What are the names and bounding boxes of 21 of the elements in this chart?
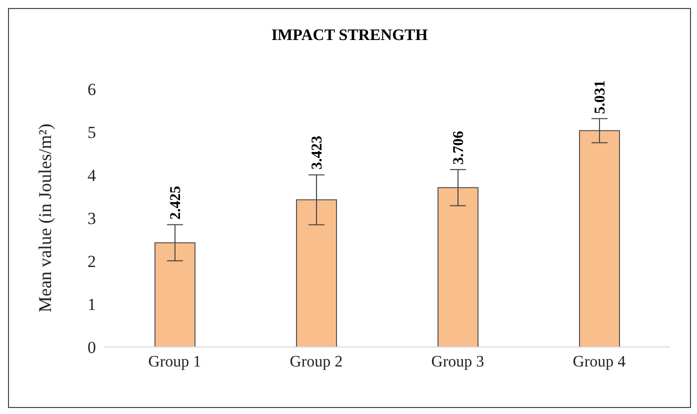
y-tick-label: 4 (88, 166, 96, 186)
bar (296, 199, 337, 347)
x-tick-label: Group 3 (431, 353, 484, 370)
x-tick-label: Group 2 (290, 353, 343, 370)
x-tick-label: Group 4 (572, 353, 626, 370)
y-tick-label: 3 (88, 209, 96, 228)
data-label: 5.031 (592, 80, 608, 114)
y-tick-label: 6 (88, 80, 96, 100)
y-tick-label: 1 (88, 295, 96, 314)
bar (154, 242, 196, 347)
y-tick-label: 5 (88, 123, 96, 142)
y-tick-label: 0 (88, 338, 96, 358)
data-label: 3.706 (451, 130, 467, 165)
data-label: 2.425 (168, 186, 184, 220)
y-axis-title: Mean value (in Joules/m²) (35, 124, 55, 312)
y-tick-label: 2 (88, 252, 96, 272)
bar (438, 187, 478, 347)
data-label: 3.423 (310, 136, 326, 170)
bar (579, 130, 620, 347)
x-tick-label: Group 1 (148, 353, 202, 370)
chart-title: IMPACT STRENGTH (270, 27, 429, 45)
